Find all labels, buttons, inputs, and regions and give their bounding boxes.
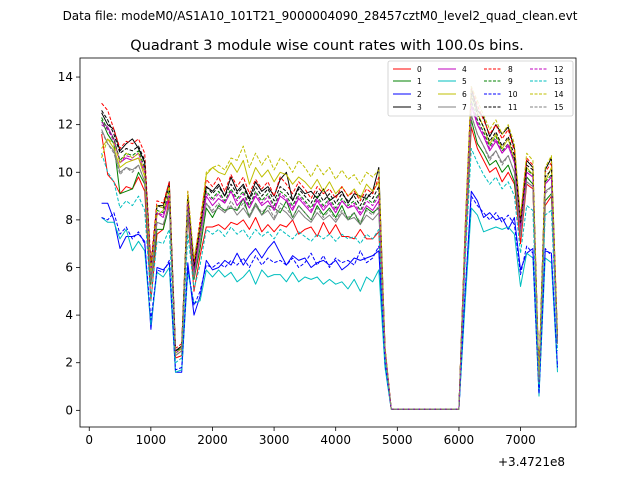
legend-label-2: 2 xyxy=(417,90,422,99)
x-axis: 0 1000 2000 3000 4000 5000 6000 7000 xyxy=(85,427,536,447)
series-line-12 xyxy=(101,102,558,410)
legend-label-15: 15 xyxy=(554,103,564,112)
plot-area: 0 1000 2000 3000 4000 5000 6000 7000 0246810121… xyxy=(58,57,577,447)
y-tick-label: 6 xyxy=(65,260,73,274)
series-line-1 xyxy=(101,119,558,410)
x-tick-label: 7000 xyxy=(505,433,536,447)
legend-label-13: 13 xyxy=(554,77,564,86)
legend-label-10: 10 xyxy=(508,90,518,99)
x-tick-label: 3000 xyxy=(259,433,290,447)
legend-label-6: 6 xyxy=(462,90,467,99)
y-tick-label: 4 xyxy=(65,308,73,322)
legend-label-14: 14 xyxy=(554,90,564,99)
series-line-8 xyxy=(101,86,558,410)
legend-label-12: 12 xyxy=(554,65,564,74)
series-line-15 xyxy=(101,114,558,410)
legend-label-1: 1 xyxy=(417,77,422,86)
series-line-0 xyxy=(101,126,558,410)
legend-label-5: 5 xyxy=(462,77,467,86)
series-line-5 xyxy=(101,207,558,410)
series-line-10 xyxy=(101,195,558,410)
y-tick-label: 12 xyxy=(58,118,73,132)
chart-title: Quadrant 3 module wise count rates with … xyxy=(130,38,524,54)
series-line-2 xyxy=(101,190,558,410)
x-tick-label: 2000 xyxy=(197,433,228,447)
legend-label-4: 4 xyxy=(462,65,467,74)
plot-background xyxy=(80,58,576,427)
x-tick-label: 5000 xyxy=(382,433,413,447)
figure-suptitle: Data file: modeM0/AS1A10_101T21_90000040… xyxy=(63,9,578,23)
y-tick-label: 2 xyxy=(65,356,73,370)
y-tick-label: 0 xyxy=(65,403,73,417)
x-tick-label: 4000 xyxy=(320,433,351,447)
legend-label-3: 3 xyxy=(417,103,422,112)
legend-label-0: 0 xyxy=(417,65,422,74)
series-line-13 xyxy=(101,148,558,410)
x-tick-label: 0 xyxy=(85,433,93,447)
x-offset-label: +3.4721e8 xyxy=(498,455,565,469)
y-tick-label: 10 xyxy=(58,165,73,179)
legend-label-7: 7 xyxy=(462,103,467,112)
legend-label-11: 11 xyxy=(508,103,518,112)
legend-label-8: 8 xyxy=(508,65,513,74)
x-tick-label: 6000 xyxy=(444,433,475,447)
y-tick-label: 14 xyxy=(58,70,73,84)
legend-frame xyxy=(387,60,574,117)
y-tick-label: 8 xyxy=(65,213,73,227)
x-tick-label: 1000 xyxy=(136,433,167,447)
legend-label-9: 9 xyxy=(508,77,513,86)
y-axis: 0 2 4 6 8 10 12 14 xyxy=(58,70,80,417)
axes-frame xyxy=(79,57,577,428)
series-line-9 xyxy=(101,100,558,410)
series-line-11 xyxy=(101,93,558,410)
